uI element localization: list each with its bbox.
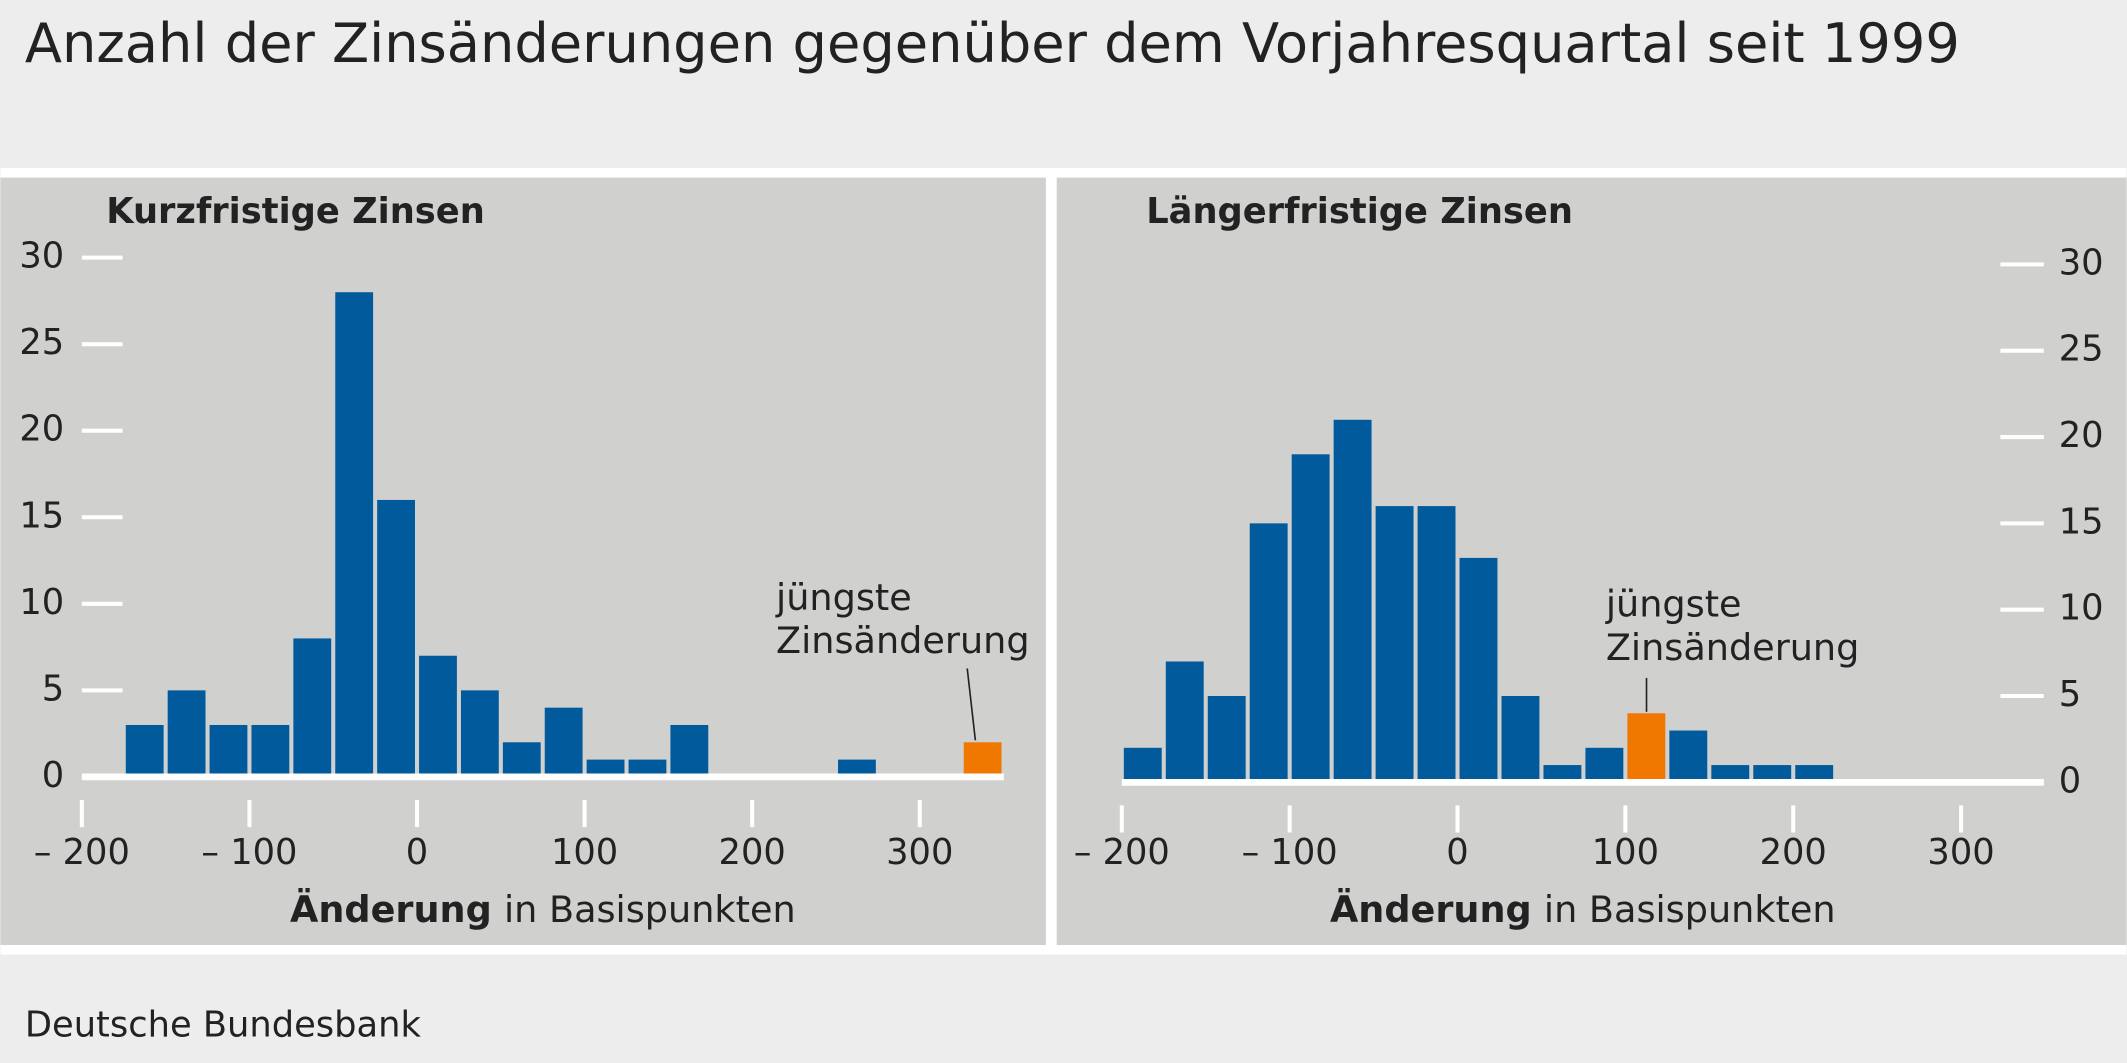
y-tick-label: 15 xyxy=(19,495,64,536)
bar xyxy=(1417,506,1456,783)
x-tick-label: 100 xyxy=(1592,832,1659,873)
y-tick-label: 15 xyxy=(2059,501,2104,542)
x-tick-label: 300 xyxy=(886,832,953,873)
bar xyxy=(125,724,164,777)
y-tick-label: 30 xyxy=(2059,242,2104,283)
bar xyxy=(1669,730,1708,783)
bar xyxy=(1753,765,1792,783)
bar xyxy=(1711,765,1750,783)
panel-title: Kurzfristige Zinsen xyxy=(106,191,485,232)
bar xyxy=(502,742,541,777)
bar xyxy=(1123,747,1162,783)
bar xyxy=(1795,765,1834,783)
y-tick-label: 10 xyxy=(2059,588,2104,629)
y-tick-label: 5 xyxy=(2059,674,2081,715)
bar xyxy=(419,655,457,777)
bar xyxy=(167,690,206,777)
bar xyxy=(1543,765,1582,783)
annotation: jüngste xyxy=(775,576,912,619)
x-axis-label-bold: Änderung xyxy=(1330,887,1532,931)
bar xyxy=(209,724,248,777)
bar xyxy=(335,292,374,777)
bar xyxy=(544,707,583,777)
bar xyxy=(1249,523,1288,783)
x-axis-label: Änderung in Basispunkten xyxy=(1330,887,1836,931)
y-tick-label: 25 xyxy=(2059,329,2104,370)
panel-title: Längerfristige Zinsen xyxy=(1146,191,1573,232)
bar xyxy=(1501,696,1540,783)
bar xyxy=(1165,661,1204,783)
x-tick-label: 200 xyxy=(719,832,786,873)
x-tick-label: 0 xyxy=(1446,832,1468,873)
x-axis-label-rest: in Basispunkten xyxy=(504,888,796,931)
bar xyxy=(963,742,1002,777)
bar xyxy=(628,759,667,777)
bar xyxy=(1375,506,1414,783)
panel xyxy=(1056,177,2127,946)
x-tick-label: – 200 xyxy=(1074,832,1170,873)
x-tick-label: 0 xyxy=(406,832,428,873)
bar xyxy=(1333,419,1372,783)
bar xyxy=(1291,454,1330,783)
bar xyxy=(670,724,709,777)
x-tick-label: – 100 xyxy=(201,832,297,873)
bar xyxy=(251,724,290,777)
bar xyxy=(460,690,499,777)
source: Deutsche Bundesbank xyxy=(25,1004,422,1045)
y-tick-label: 10 xyxy=(19,582,64,623)
annotation: jüngste xyxy=(1605,583,1742,626)
x-axis-label-rest: in Basispunkten xyxy=(1544,888,1836,931)
bar xyxy=(377,499,415,777)
bar xyxy=(838,759,876,777)
bar xyxy=(1459,557,1498,783)
y-tick-label: 0 xyxy=(2059,760,2081,801)
y-tick-label: 25 xyxy=(19,322,64,363)
annotation: Zinsänderung xyxy=(1606,626,1860,669)
panel xyxy=(0,177,1046,946)
x-axis-label: Änderung in Basispunkten xyxy=(290,887,796,931)
y-tick-label: 0 xyxy=(42,755,64,796)
y-tick-label: 20 xyxy=(2059,415,2104,456)
x-axis-label-bold: Änderung xyxy=(290,887,492,931)
bar xyxy=(1585,747,1624,783)
page-title: Anzahl der Zinsänderungen gegenüber dem … xyxy=(25,12,1960,75)
annotation: Zinsänderung xyxy=(776,619,1030,662)
y-tick-label: 30 xyxy=(19,236,64,277)
x-tick-label: 100 xyxy=(551,832,618,873)
bar xyxy=(1207,696,1246,783)
bar xyxy=(293,638,332,777)
bar xyxy=(586,759,625,777)
annotation-leader xyxy=(966,668,977,741)
bar xyxy=(1627,713,1666,783)
x-tick-label: – 100 xyxy=(1242,832,1338,873)
x-tick-label: 200 xyxy=(1760,832,1827,873)
y-tick-label: 20 xyxy=(19,409,64,450)
y-tick-label: 5 xyxy=(42,668,64,709)
x-tick-label: 300 xyxy=(1927,832,1994,873)
x-tick-label: – 200 xyxy=(34,832,130,873)
